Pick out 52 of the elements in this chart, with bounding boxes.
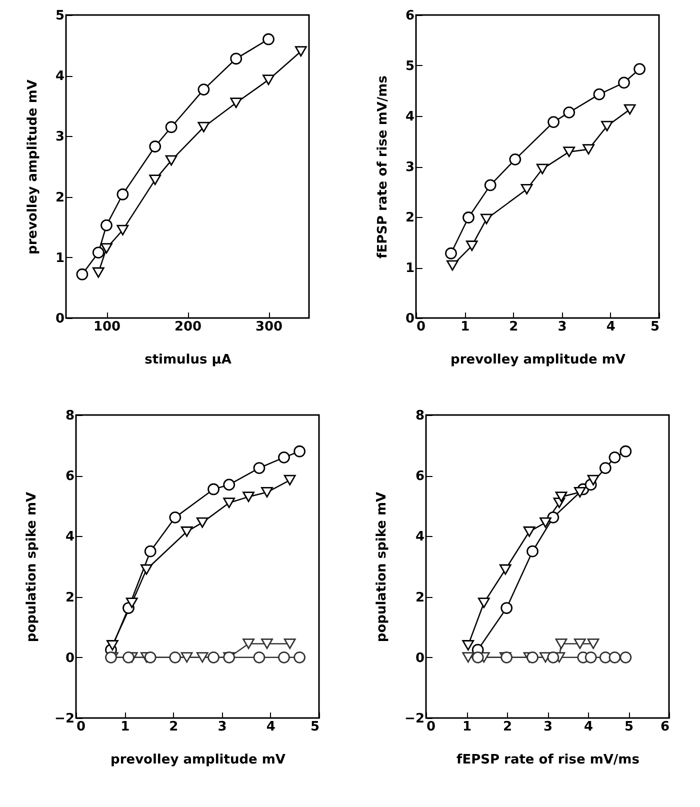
y-tick-label: 3 (405, 160, 414, 175)
y-tick-label: 6 (405, 8, 414, 24)
x-tick-label: 3 (218, 720, 227, 734)
x-axis-title: fEPSP rate of rise mV/ms (456, 752, 640, 768)
y-tick-label: 1 (405, 261, 414, 276)
x-tick-label: 100 (93, 320, 121, 334)
x-tick-label: 4 (606, 320, 616, 334)
x-tick-label: 0 (426, 720, 436, 734)
y-tick-label: 3 (55, 130, 64, 145)
y-tick-label: 0 (415, 650, 424, 666)
x-tick-label: 2 (509, 320, 518, 334)
y-tick-label: 4 (405, 110, 414, 124)
x-tick-label: 3 (558, 320, 567, 334)
y-tick-label: 8 (415, 408, 424, 424)
x-tick-label: 2 (502, 720, 512, 734)
x-tick-label: 6 (660, 720, 670, 734)
x-axis-title: stimulus µA (144, 352, 232, 368)
x-tick-label: 5 (650, 320, 660, 334)
x-tick-label: 1 (460, 320, 470, 334)
y-tick-label: −2 (54, 712, 74, 726)
x-axis-title: prevolley amplitude mV (110, 752, 286, 768)
y-tick-label: 4 (55, 69, 64, 84)
x-tick-label: 5 (310, 720, 320, 734)
y-tick-label: 1 (55, 250, 64, 266)
x-tick-label: 1 (120, 720, 130, 734)
y-tick-label: 6 (415, 469, 424, 484)
y-axis-title: fEPSP rate of rise mV/ms (375, 75, 390, 258)
x-tick-label: 200 (174, 320, 202, 334)
x-tick-label: 300 (255, 320, 283, 334)
y-tick-label: 2 (55, 190, 64, 206)
y-axis-title: population spike mV (24, 492, 40, 642)
y-tick-label: 8 (65, 408, 74, 424)
y-tick-label: 2 (415, 590, 424, 606)
x-tick-label: 2 (169, 720, 178, 734)
y-tick-label: 6 (65, 469, 74, 484)
y-tick-label: 4 (65, 530, 74, 545)
y-tick-label: 5 (405, 59, 414, 74)
x-tick-label: 4 (584, 720, 594, 734)
x-tick-label: 3 (543, 720, 553, 734)
x-tick-label: 5 (624, 720, 634, 734)
y-tick-label: 5 (55, 8, 64, 24)
y-tick-label: 2 (65, 590, 74, 606)
y-axis-title: population spike mV (374, 492, 390, 642)
y-tick-label: −2 (404, 712, 424, 726)
y-tick-label: 2 (405, 210, 414, 226)
x-tick-label: 1 (462, 720, 472, 734)
y-axis-title: prevolley amplitude mV (25, 80, 40, 254)
x-tick-label: 4 (266, 720, 276, 734)
y-tick-label: 0 (65, 650, 74, 666)
y-tick-label: 4 (415, 530, 424, 545)
x-tick-label: 0 (76, 720, 86, 734)
x-axis-title: prevolley amplitude mV (450, 352, 626, 368)
